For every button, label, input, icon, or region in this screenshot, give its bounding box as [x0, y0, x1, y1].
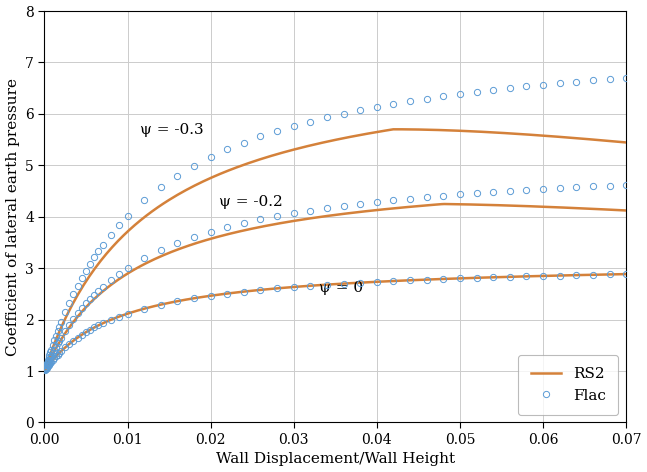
RS2 [488, 275, 496, 280]
RS2 [41, 368, 49, 373]
Flac [41, 367, 49, 373]
Flac [622, 271, 630, 277]
Flac [340, 281, 347, 287]
Text: ψ = -0.2: ψ = -0.2 [219, 195, 283, 209]
RS2 [50, 356, 58, 362]
Flac [65, 341, 73, 347]
X-axis label: Wall Displacement/Wall Height: Wall Displacement/Wall Height [215, 453, 455, 466]
RS2 [318, 282, 326, 288]
Line: RS2: RS2 [45, 274, 626, 371]
Text: ψ = 0: ψ = 0 [318, 281, 363, 295]
RS2 [483, 275, 491, 280]
Text: ψ = -0.3: ψ = -0.3 [140, 123, 204, 137]
Flac [107, 317, 115, 322]
Flac [44, 363, 52, 369]
RS2 [210, 292, 218, 298]
Flac [323, 282, 331, 287]
Y-axis label: Coefficient of lateral earth pressure: Coefficient of lateral earth pressure [6, 78, 19, 356]
Line: Flac: Flac [42, 271, 630, 373]
Legend: RS2, Flac: RS2, Flac [518, 355, 619, 415]
RS2 [281, 285, 289, 290]
RS2 [622, 271, 630, 277]
Flac [43, 365, 50, 371]
